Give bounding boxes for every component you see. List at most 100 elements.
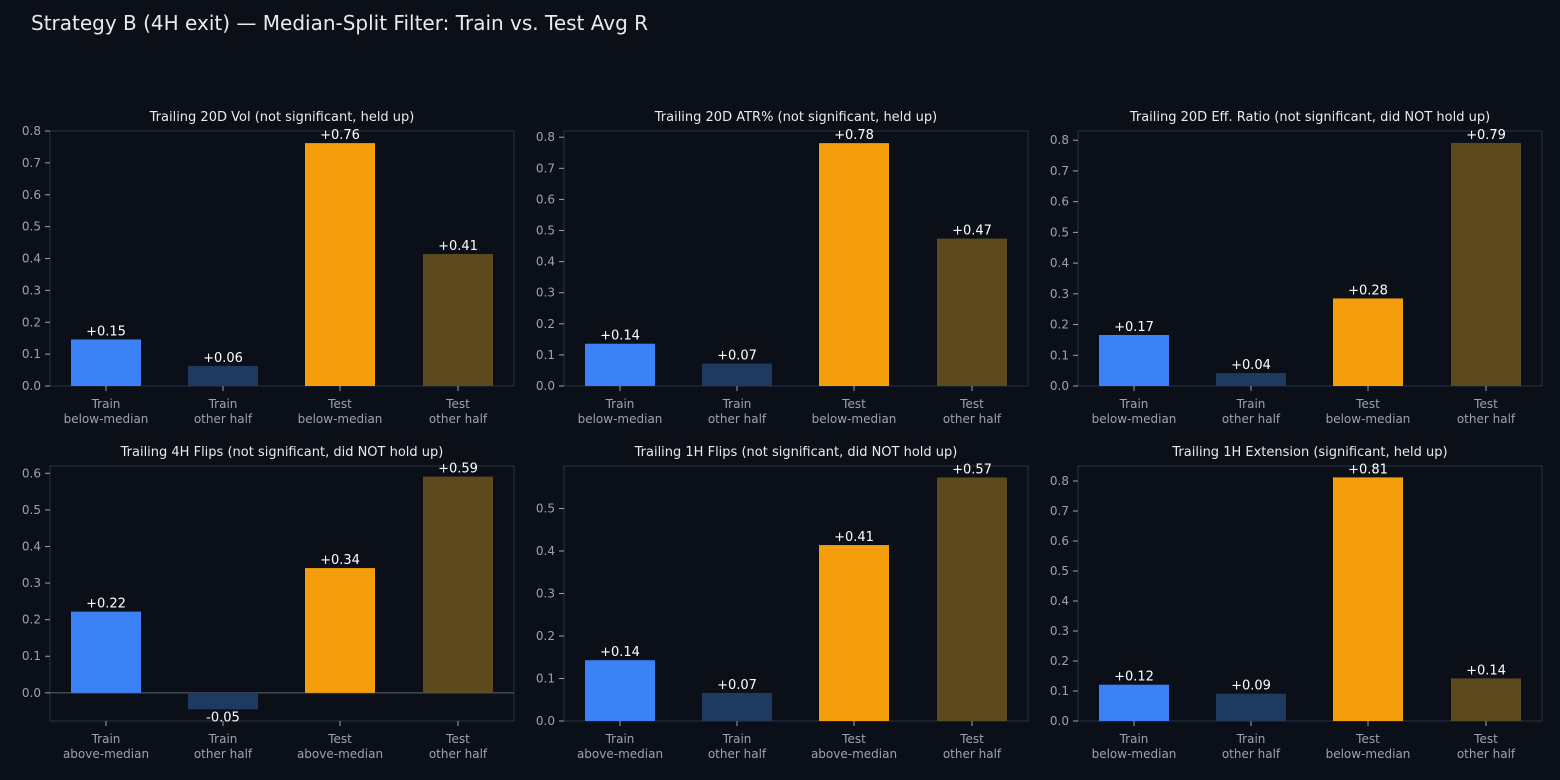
x-tick-label: other half bbox=[1457, 747, 1516, 761]
x-tick-label: other half bbox=[194, 747, 253, 761]
y-tick-label: 0.7 bbox=[22, 156, 41, 170]
x-tick-label: Test bbox=[327, 732, 352, 746]
figure-title: Strategy B (4H exit) — Median-Split Filt… bbox=[31, 11, 649, 35]
subplot-title: Trailing 20D Vol (not significant, held … bbox=[149, 110, 415, 125]
subplot-title: Trailing 20D Eff. Ratio (not significant… bbox=[1129, 110, 1490, 125]
y-tick-label: 0.2 bbox=[1050, 318, 1069, 332]
bar bbox=[1216, 373, 1286, 386]
subplot-6: Trailing 1H Extension (significant, held… bbox=[1050, 445, 1543, 761]
data-label: +0.22 bbox=[86, 597, 126, 612]
data-label: +0.17 bbox=[1114, 320, 1154, 335]
x-tick-label: below-median bbox=[578, 412, 663, 426]
y-tick-label: 0.5 bbox=[22, 503, 41, 517]
subplot-2: Trailing 20D ATR% (not significant, held… bbox=[536, 110, 1029, 426]
subplot-4: Trailing 4H Flips (not significant, did … bbox=[22, 445, 515, 761]
y-tick-label: 0.4 bbox=[536, 544, 555, 558]
x-tick-label: other half bbox=[194, 412, 253, 426]
y-tick-label: 0.6 bbox=[1050, 534, 1069, 548]
y-tick-label: 0.4 bbox=[22, 252, 41, 266]
y-tick-label: 0.2 bbox=[536, 317, 555, 331]
bar bbox=[585, 343, 655, 386]
x-tick-label: other half bbox=[943, 412, 1002, 426]
data-label: +0.28 bbox=[1348, 283, 1388, 298]
bar bbox=[305, 143, 375, 386]
bar bbox=[702, 692, 772, 721]
y-tick-label: 0.0 bbox=[1050, 379, 1069, 393]
x-tick-label: below-median bbox=[1326, 412, 1411, 426]
y-tick-label: 0.8 bbox=[22, 124, 41, 138]
x-tick-label: Test bbox=[1473, 397, 1498, 411]
bar bbox=[937, 477, 1007, 721]
y-tick-label: 0.0 bbox=[536, 379, 555, 393]
data-label: +0.12 bbox=[1114, 670, 1154, 685]
data-label: +0.81 bbox=[1348, 462, 1388, 477]
y-tick-label: 0.7 bbox=[536, 161, 555, 175]
data-label: +0.47 bbox=[952, 224, 992, 239]
x-tick-label: Train bbox=[208, 732, 238, 746]
y-tick-label: 0.1 bbox=[536, 672, 555, 686]
y-tick-label: 0.1 bbox=[1050, 684, 1069, 698]
y-tick-label: 0.6 bbox=[22, 188, 41, 202]
x-tick-label: Train bbox=[1119, 397, 1149, 411]
plot-frame bbox=[1077, 130, 1543, 387]
y-tick-label: 0.3 bbox=[22, 283, 41, 297]
x-tick-label: Train bbox=[91, 732, 121, 746]
data-label: +0.15 bbox=[86, 324, 126, 339]
y-tick-label: 0.5 bbox=[22, 220, 41, 234]
x-tick-label: Train bbox=[91, 397, 121, 411]
x-tick-label: other half bbox=[429, 412, 488, 426]
bar bbox=[71, 611, 141, 693]
subplot-title: Trailing 20D ATR% (not significant, held… bbox=[654, 110, 938, 125]
bar bbox=[585, 660, 655, 721]
y-tick-label: 0.5 bbox=[536, 224, 555, 238]
bar bbox=[1333, 298, 1403, 386]
y-tick-label: 0.0 bbox=[22, 379, 41, 393]
bar bbox=[188, 365, 258, 386]
y-tick-label: 0.3 bbox=[1050, 624, 1069, 638]
x-tick-label: Test bbox=[959, 397, 984, 411]
x-tick-label: Test bbox=[1355, 732, 1380, 746]
y-tick-label: 0.3 bbox=[1050, 287, 1069, 301]
y-tick-label: 0.2 bbox=[22, 315, 41, 329]
data-label: +0.59 bbox=[438, 462, 478, 477]
data-label: +0.09 bbox=[1231, 679, 1271, 694]
data-label: +0.07 bbox=[717, 349, 757, 364]
bar bbox=[71, 339, 141, 386]
subplot-title: Trailing 1H Flips (not significant, did … bbox=[634, 445, 958, 460]
x-tick-label: below-median bbox=[298, 412, 383, 426]
x-tick-label: other half bbox=[708, 412, 767, 426]
x-tick-label: other half bbox=[1222, 747, 1281, 761]
y-tick-label: 0.8 bbox=[1050, 133, 1069, 147]
x-tick-label: above-median bbox=[811, 747, 897, 761]
x-tick-label: above-median bbox=[577, 747, 663, 761]
y-tick-label: 0.7 bbox=[1050, 504, 1069, 518]
y-tick-label: 0.0 bbox=[22, 686, 41, 700]
bar bbox=[819, 143, 889, 386]
bar bbox=[188, 692, 258, 710]
x-tick-label: Train bbox=[1236, 732, 1266, 746]
subplot-title: Trailing 4H Flips (not significant, did … bbox=[120, 445, 444, 460]
y-tick-label: 0.5 bbox=[536, 502, 555, 516]
y-tick-label: 0.3 bbox=[536, 286, 555, 300]
x-tick-label: above-median bbox=[297, 747, 383, 761]
bar bbox=[1099, 684, 1169, 721]
x-tick-label: Train bbox=[1119, 732, 1149, 746]
data-label: -0.05 bbox=[206, 710, 240, 725]
x-tick-label: Test bbox=[1473, 732, 1498, 746]
y-tick-label: 0.2 bbox=[1050, 654, 1069, 668]
y-tick-label: 0.0 bbox=[1050, 714, 1069, 728]
bar bbox=[305, 568, 375, 693]
x-tick-label: other half bbox=[1457, 412, 1516, 426]
bar bbox=[819, 545, 889, 721]
bar bbox=[1451, 142, 1521, 386]
bar bbox=[1333, 477, 1403, 721]
y-tick-label: 0.5 bbox=[1050, 225, 1069, 239]
x-tick-label: Train bbox=[722, 397, 752, 411]
x-tick-label: other half bbox=[1222, 412, 1281, 426]
x-tick-label: Train bbox=[1236, 397, 1266, 411]
plot-frame bbox=[49, 465, 515, 722]
x-tick-label: other half bbox=[708, 747, 767, 761]
y-tick-label: 0.2 bbox=[536, 629, 555, 643]
x-tick-label: Train bbox=[605, 397, 635, 411]
subplot-1: Trailing 20D Vol (not significant, held … bbox=[22, 110, 515, 426]
